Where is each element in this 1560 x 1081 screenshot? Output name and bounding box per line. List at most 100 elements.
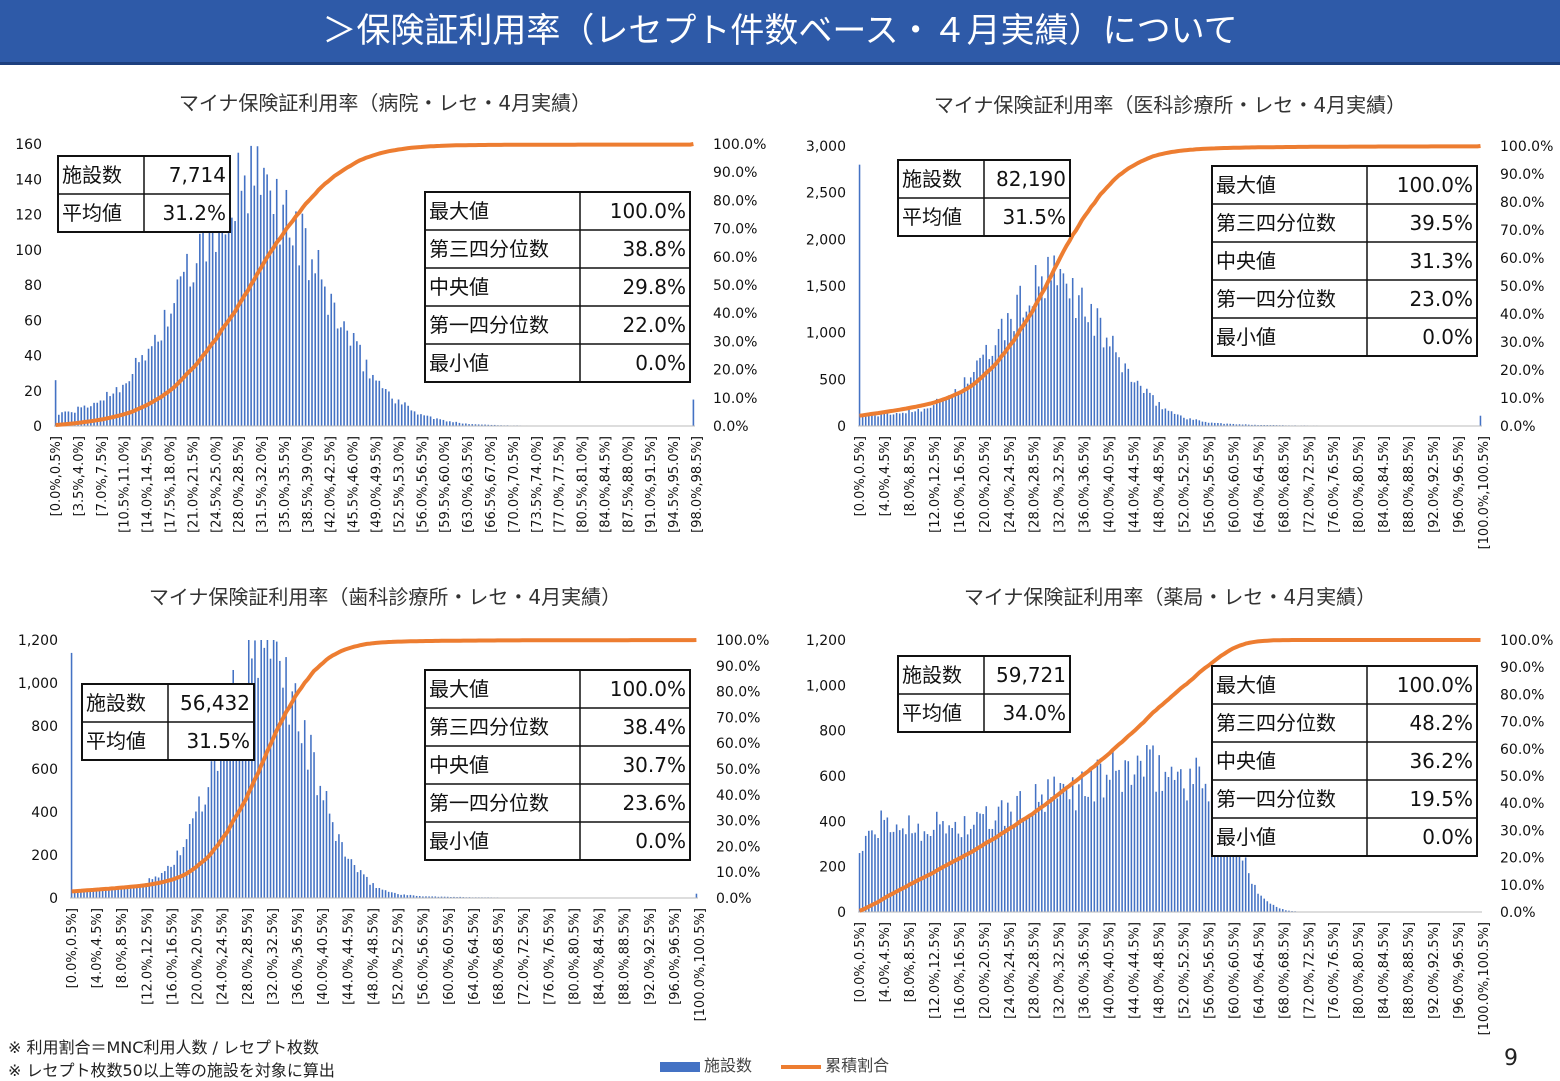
stats-left-value: 82,190	[996, 167, 1066, 191]
bar	[439, 419, 441, 426]
bar	[1128, 761, 1130, 912]
bar	[877, 416, 879, 426]
bar	[1038, 802, 1040, 912]
stats-left-label: 施設数	[62, 163, 122, 187]
bar	[1263, 899, 1265, 912]
bar	[1094, 801, 1096, 912]
bar	[321, 279, 323, 426]
bar	[982, 355, 984, 426]
y2-tick-label: 0.0%	[716, 891, 752, 907]
x-tick-label: [12.0%,12.5%]	[928, 436, 943, 533]
y2-tick-label: 80.0%	[1500, 195, 1544, 211]
y2-tick-label: 70.0%	[1500, 223, 1544, 239]
bar	[173, 303, 175, 426]
y-tick-label: 1,500	[806, 279, 846, 295]
y-tick-label: 140	[15, 172, 42, 188]
bar	[1118, 357, 1120, 426]
bar	[1279, 908, 1281, 912]
y2-tick-label: 30.0%	[713, 334, 757, 350]
bar	[1158, 402, 1160, 426]
bar	[363, 874, 365, 898]
legend-bar-swatch	[660, 1062, 700, 1072]
bar	[212, 227, 214, 426]
bar	[124, 888, 126, 898]
bar	[330, 294, 332, 426]
stats-right-label: 最小値	[429, 351, 489, 375]
x-tick-label: [72.0%,72.5%]	[1302, 922, 1317, 1019]
stats-right-label: 中央値	[429, 753, 489, 777]
bar	[908, 410, 910, 426]
x-tick-label: [60.0%,60.5%]	[1227, 922, 1242, 1019]
x-tick-label: [84.0%,84.5%]	[593, 908, 608, 1005]
x-tick-label: [31.5%,32.0%]	[255, 436, 270, 533]
bar	[1137, 381, 1139, 426]
stats-right-value: 0.0%	[1422, 325, 1473, 349]
x-tick-label: [4.0%,4.5%]	[878, 922, 893, 1002]
bar	[1050, 280, 1052, 426]
x-tick-label: [28.0%,28.5%]	[1028, 436, 1043, 533]
bar	[942, 398, 944, 426]
bar	[112, 394, 114, 426]
bar	[71, 653, 73, 898]
bar	[1152, 395, 1154, 426]
bar	[116, 387, 118, 426]
bar	[443, 420, 445, 426]
y2-tick-label: 60.0%	[716, 736, 760, 752]
bar	[1146, 389, 1148, 426]
bar	[1168, 777, 1170, 912]
y2-tick-label: 0.0%	[713, 419, 749, 435]
y2-tick-label: 80.0%	[716, 685, 760, 701]
bar	[1152, 745, 1154, 912]
y2-tick-label: 10.0%	[1500, 391, 1544, 407]
y2-tick-label: 30.0%	[1500, 335, 1544, 351]
bar	[868, 831, 870, 912]
bar	[298, 265, 300, 426]
bar	[217, 771, 219, 898]
bar	[927, 408, 929, 426]
y-tick-label: 0	[837, 905, 846, 921]
y-tick-label: 500	[819, 372, 846, 388]
bar	[1026, 312, 1028, 426]
stats-right-label: 最小値	[1216, 825, 1276, 849]
x-tick-label: [76.0%,76.5%]	[542, 908, 557, 1005]
x-tick-label: [0.0%,0.5%]	[49, 436, 64, 516]
x-tick-label: [8.0%,8.5%]	[903, 436, 918, 516]
stats-right-value: 39.5%	[1409, 211, 1473, 235]
x-tick-label: [52.0%,52.5%]	[1177, 436, 1192, 533]
x-tick-label: [88.0%,88.5%]	[1402, 922, 1417, 1019]
bar	[1112, 336, 1114, 426]
bar	[1131, 382, 1133, 426]
bar	[998, 329, 1000, 426]
bar	[893, 832, 895, 912]
stats-left-value: 34.0%	[1002, 701, 1066, 725]
bar	[1016, 295, 1018, 426]
bar	[985, 345, 987, 426]
x-tick-label: [64.0%,64.5%]	[467, 908, 482, 1005]
stats-left-value: 59,721	[996, 663, 1066, 687]
y-tick-label: 0	[49, 891, 58, 907]
bar	[1106, 775, 1108, 912]
stats-left-value: 31.2%	[162, 201, 226, 225]
bar	[398, 400, 400, 426]
y-tick-label: 1,000	[18, 676, 58, 692]
x-tick-label: [32.0%,32.5%]	[266, 908, 281, 1005]
bar	[1007, 803, 1009, 912]
bar	[1162, 791, 1164, 912]
bar	[226, 749, 228, 898]
bar	[1128, 369, 1130, 426]
bar	[132, 374, 134, 426]
x-tick-label: [24.5%,25.0%]	[209, 436, 224, 533]
bar	[871, 830, 873, 912]
bar	[276, 642, 278, 898]
bar	[285, 657, 287, 898]
bar	[1257, 894, 1259, 912]
bar	[55, 380, 57, 426]
bar	[176, 851, 178, 898]
bar	[167, 327, 169, 426]
bar	[311, 259, 313, 426]
bar	[1131, 785, 1133, 912]
bar	[1121, 372, 1123, 426]
